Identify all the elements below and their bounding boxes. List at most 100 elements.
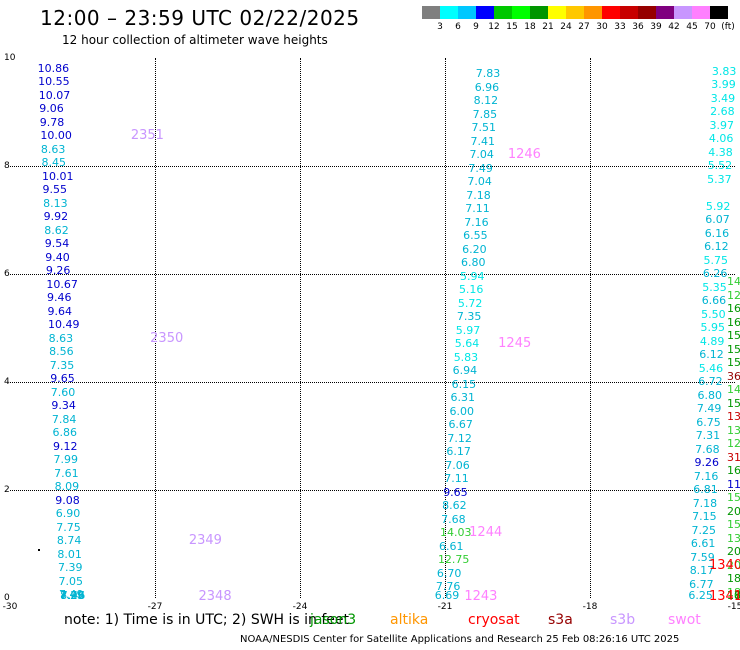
wave-height-value: 17.44 — [727, 589, 740, 602]
wave-height-value: 5.92 — [705, 199, 731, 213]
wave-height-value: 3.49 — [710, 91, 736, 105]
wave-height-value: 15.30 — [727, 491, 740, 505]
wave-height-value: 7.35 — [49, 358, 75, 372]
wave-height-value: 8.13 — [43, 196, 68, 210]
wave-height-value: 6.80 — [697, 388, 723, 402]
wave-height-value: 6.96 — [474, 80, 500, 94]
wave-height-value: 12.75 — [437, 553, 470, 567]
wave-height-value: 20.02 — [727, 545, 740, 559]
wave-height-value: 6.80 — [461, 256, 486, 270]
satellite-legend-s3b: s3b — [610, 612, 636, 628]
wave-height-value: 7.51 — [471, 121, 497, 135]
wave-height-value: 5.95 — [700, 321, 726, 334]
wave-height-value: 9.92 — [43, 210, 69, 224]
wave-height-value: 7.49 — [468, 161, 493, 175]
wave-height-value: 9.55 — [42, 183, 68, 197]
credit-line: NOAA/NESDIS Center for Satellite Applica… — [240, 634, 680, 645]
satellite-legend-s3a: s3a — [548, 612, 573, 628]
wave-height-value: 9.06 — [39, 102, 64, 116]
wave-height-value: 14.41 — [727, 383, 740, 397]
colorbar-label: 6 — [455, 22, 461, 32]
colorbar-label: 30 — [596, 22, 608, 32]
colorbar-label: 18 — [524, 22, 536, 32]
wave-height-value: 14.03 — [440, 526, 472, 540]
wave-height-value: 6.61 — [438, 539, 464, 553]
wave-height-value: 3.99 — [711, 78, 736, 91]
wave-height-value: 7.16 — [464, 215, 489, 229]
wave-height-value: 5.35 — [702, 280, 727, 294]
note-text: note: 1) Time is in UTC; 2) SWH is in fe… — [64, 612, 350, 628]
wave-height-value: 5.16 — [458, 283, 484, 297]
wave-height-value: 9.26 — [45, 264, 71, 278]
wave-height-value: 6.61 — [690, 537, 716, 550]
colorbar-label: 12 — [488, 22, 500, 32]
colorbar-swatch — [458, 6, 476, 19]
colorbar-swatch — [422, 6, 440, 19]
wave-height-value: 8.63 — [48, 331, 74, 345]
wave-height-value: 15.06 — [727, 518, 740, 532]
colorbar-swatch — [440, 6, 458, 19]
wave-height-value: 7.04 — [467, 175, 492, 189]
wave-height-value: 12.79 — [727, 437, 740, 451]
wave-height-value: 7.11 — [465, 202, 490, 216]
colorbar-swatch — [620, 6, 638, 19]
wave-height-value: 7.29 — [59, 589, 85, 602]
wave-height-value: 14 — [727, 275, 740, 289]
wave-height-value: 10.00 — [40, 129, 72, 143]
wave-height-value: 7.61 — [54, 466, 79, 480]
wave-height-value: 13.00 — [727, 423, 740, 437]
wave-height-value: 4.06 — [708, 132, 734, 145]
y-tick-label: 4 — [4, 377, 10, 387]
wave-height-value: 5.50 — [701, 307, 726, 321]
wave-height-value: 5.75 — [703, 253, 729, 267]
colorbar-swatch — [494, 6, 512, 19]
wave-height-value: 15.1 — [727, 396, 740, 410]
wave-height-value: 7.41 — [470, 134, 495, 148]
wave-height-value: 7.15 — [692, 510, 717, 523]
wave-height-value: 7.75 — [56, 520, 81, 534]
colorbar-swatch — [548, 6, 566, 19]
page-subtitle: 12 hour collection of altimeter wave hei… — [62, 33, 328, 47]
wave-height-value: 6.20 — [462, 242, 487, 256]
wave-height-value: 6.55 — [463, 229, 488, 243]
colorbar-label: 39 — [650, 22, 662, 32]
wave-height-value: 6.75 — [696, 415, 721, 429]
colorbar-label: 21 — [542, 22, 554, 32]
grid-line-vertical — [445, 58, 446, 598]
wave-height-value: 7.18 — [692, 496, 718, 510]
orbit-revolution-label: 2348 — [198, 589, 232, 604]
wave-height-value: 7.04 — [469, 148, 494, 162]
wave-height-value: 8.12 — [473, 94, 499, 108]
colorbar-label: 45 — [686, 22, 698, 32]
wave-height-value: 7.49 — [696, 402, 722, 415]
wave-height-value: 15.1 — [727, 329, 740, 343]
wave-height-value: 7.76 — [435, 580, 461, 594]
wave-height-value: 6.90 — [55, 507, 81, 521]
wave-height-value: 7.05 — [58, 574, 84, 588]
wave-height-value: 8.17 — [689, 564, 715, 577]
wave-height-value: 10.67 — [46, 277, 78, 291]
wave-height-value: 3.97 — [709, 118, 735, 132]
x-tick-label: -27 — [147, 602, 163, 612]
wave-height-value: 13 — [727, 410, 740, 424]
wave-height-value: 6.81 — [693, 483, 718, 496]
wave-height-value: 6.67 — [448, 418, 473, 432]
wave-height-value: 18.85 — [727, 572, 740, 586]
colorbar-swatch — [584, 6, 602, 19]
y-tick-label: 10 — [4, 53, 16, 63]
colorbar-label: 15 — [506, 22, 518, 32]
wave-height-value: 20.37 — [727, 558, 740, 572]
satellite-legend-altika: altika — [390, 612, 429, 628]
x-tick-label: -21 — [437, 602, 453, 612]
orbit-revolution-label: 1244 — [469, 525, 503, 541]
wave-height-value: 6.69 — [434, 589, 460, 602]
wave-height-value: 7.99 — [53, 453, 79, 467]
wave-height-value: 4.89 — [699, 334, 725, 348]
x-tick-label: -15 — [727, 602, 740, 612]
y-tick-label: 2 — [4, 485, 10, 495]
wave-height-value: 5.83 — [453, 350, 479, 364]
wave-height-value: 6.17 — [446, 445, 471, 459]
grid-line-vertical — [590, 58, 591, 598]
wave-height-value: 5.94 — [459, 269, 485, 283]
wave-height-value: 10.01 — [42, 169, 74, 183]
